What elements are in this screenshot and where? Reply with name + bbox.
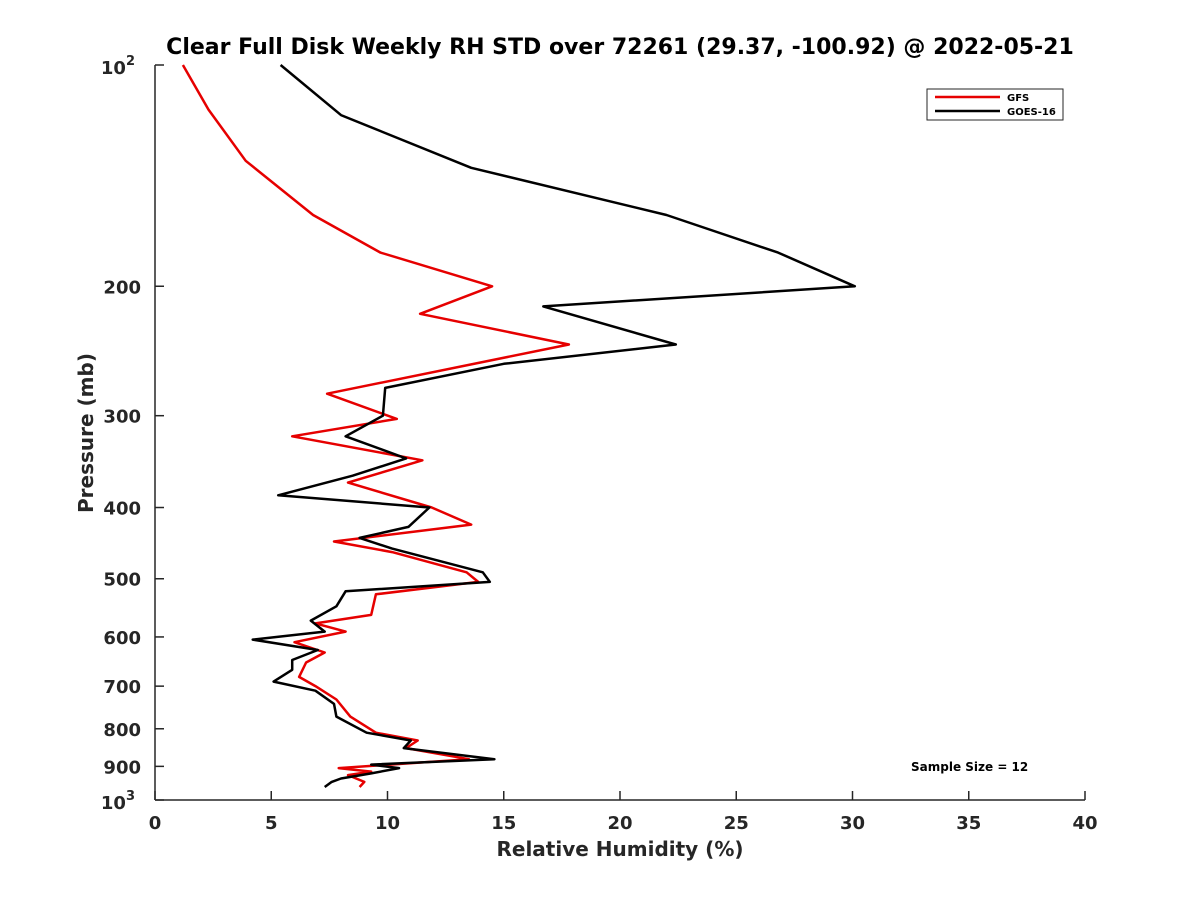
y-axis-label: Pressure (mb) [74,353,98,513]
legend-label-gfs: GFS [1007,93,1029,104]
y-tick-label: 700 [103,677,141,698]
series-line-gfs [181,64,571,788]
y-tick-label-power: 103 [101,789,135,814]
legend-box [926,88,1064,121]
x-tick-label: 35 [956,813,981,834]
y-tick-label: 600 [103,628,141,649]
x-tick-label: 0 [149,813,162,834]
legend-label-goes16: GOES-16 [1007,107,1056,118]
y-tick-label: 900 [103,757,141,778]
x-tick-label: 5 [265,813,278,834]
x-tick-label: 30 [840,813,865,834]
plot-lines [181,64,857,789]
sample-size-annotation: Sample Size = 12 [911,760,1028,774]
x-tick-label: 10 [375,813,400,834]
y-tick-label: 400 [103,499,141,520]
y-tick-label: 200 [103,277,141,298]
x-tick-label: 25 [724,813,749,834]
x-tick-label: 40 [1072,813,1097,834]
x-tick-label: 20 [607,813,632,834]
x-axis-label: Relative Humidity (%) [496,837,743,861]
y-tick-label: 800 [103,720,141,741]
series-line-goes16 [251,64,857,789]
y-tick-label: 500 [103,570,141,591]
y-tick-label: 300 [103,407,141,428]
x-tick-label: 15 [491,813,516,834]
y-ticks: 200 300 400 500 600 700 800 900 102 103 [101,54,164,814]
chart-title: Clear Full Disk Weekly RH STD over 72261… [166,35,1074,60]
legend: GFS GOES-16 [926,88,1064,121]
x-ticks: 0 5 10 15 20 25 30 35 40 [149,791,1098,834]
y-tick-label-power: 102 [101,54,135,79]
